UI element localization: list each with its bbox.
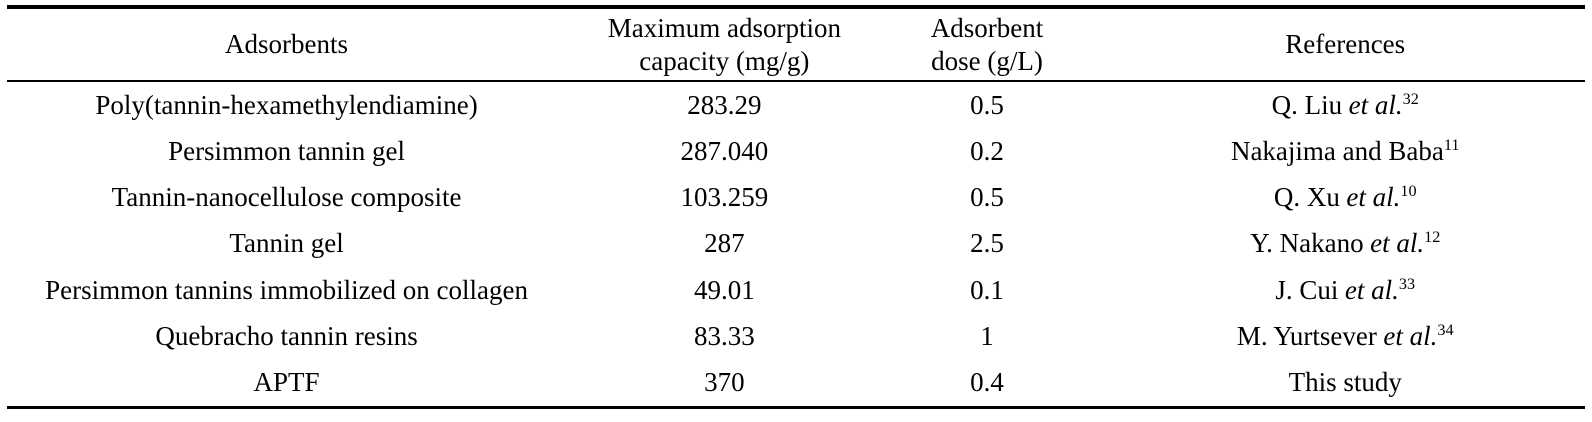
cell-dose: 0.1	[970, 274, 1004, 305]
column-header-references: References	[1098, 28, 1592, 61]
reference-text: Q. Xu	[1273, 182, 1340, 213]
reference-text: This study	[1288, 367, 1402, 398]
cell-dose: 0.4	[970, 367, 1004, 398]
cell-dose: 1	[980, 321, 994, 352]
cell-capacity: 103.259	[680, 182, 769, 213]
column-header-capacity-label: Maximum adsorption capacity (mg/g)	[607, 12, 841, 76]
cell-adsorbent: Tannin gel	[229, 228, 344, 259]
reference-text: Y. Nakano	[1250, 228, 1364, 259]
column-header-adsorbents-label: Adsorbents	[225, 29, 349, 60]
cell-reference: Nakajima and Baba11	[1098, 136, 1592, 167]
reference-superscript: 11	[1443, 135, 1460, 154]
column-header-dose-label: Adsorbent dose (g/L)	[930, 12, 1044, 76]
column-header-dose: Adsorbent dose (g/L)	[876, 12, 1099, 78]
table-top-rule	[7, 5, 1585, 9]
cell-reference: M. Yurtsever et al.34	[1098, 321, 1592, 352]
cell-adsorbent: APTF	[253, 367, 320, 398]
table-header-separator-rule	[7, 80, 1585, 82]
table-row: APTF 370 0.4 This study	[0, 360, 1592, 406]
cell-capacity: 49.01	[693, 274, 755, 305]
reference-superscript: 12	[1424, 228, 1441, 247]
column-header-capacity: Maximum adsorption capacity (mg/g)	[573, 12, 875, 78]
column-header-adsorbents: Adsorbents	[0, 28, 573, 61]
reference-etal: et al.	[1346, 182, 1401, 213]
cell-adsorbent: Poly(tannin-hexamethylendiamine)	[95, 89, 478, 120]
cell-capacity: 83.33	[693, 321, 755, 352]
cell-adsorbent: Quebracho tannin resins	[155, 321, 418, 352]
reference-text: Q. Liu	[1271, 89, 1343, 120]
reference-text: M. Yurtsever	[1236, 321, 1377, 352]
cell-dose: 2.5	[970, 228, 1004, 259]
reference-text: J. Cui	[1275, 274, 1339, 305]
cell-dose: 0.5	[970, 182, 1004, 213]
column-header-references-label: References	[1285, 29, 1406, 60]
reference-etal: et al.	[1344, 274, 1399, 305]
table-bottom-rule	[7, 406, 1585, 409]
cell-reference: Q. Xu et al.10	[1098, 182, 1592, 213]
cell-capacity: 287	[704, 228, 745, 259]
cell-reference: Y. Nakano et al.12	[1098, 228, 1592, 259]
table-row: Quebracho tannin resins 83.33 1 M. Yurts…	[0, 313, 1592, 359]
reference-superscript: 32	[1402, 89, 1419, 108]
cell-dose: 0.2	[970, 135, 1004, 166]
reference-superscript: 10	[1400, 182, 1417, 201]
table-header-row: Adsorbents Maximum adsorption capacity (…	[0, 9, 1592, 80]
cell-capacity: 283.29	[687, 89, 762, 120]
cell-reference: This study	[1098, 367, 1592, 398]
cell-adsorbent: Tannin-nanocellulose composite	[111, 182, 462, 213]
cell-reference: J. Cui et al.33	[1098, 275, 1592, 306]
cell-capacity: 287.040	[680, 135, 769, 166]
cell-adsorbent: Persimmon tannin gel	[168, 135, 406, 166]
reference-superscript: 33	[1398, 274, 1416, 293]
reference-etal: et al.	[1348, 89, 1403, 120]
reference-text: Nakajima and Baba	[1230, 135, 1444, 166]
cell-capacity: 370	[704, 367, 745, 398]
reference-etal: et al.	[1370, 228, 1425, 259]
cell-reference: Q. Liu et al.32	[1098, 90, 1592, 121]
table-row: Tannin-nanocellulose composite 103.259 0…	[0, 175, 1592, 221]
table-body: Poly(tannin-hexamethylendiamine) 283.29 …	[0, 82, 1592, 406]
cell-adsorbent: Persimmon tannins immobilized on collage…	[45, 274, 529, 305]
reference-etal: et al.	[1383, 321, 1438, 352]
table-row: Tannin gel 287 2.5 Y. Nakano et al.12	[0, 221, 1592, 267]
cell-dose: 0.5	[970, 89, 1004, 120]
table-row: Poly(tannin-hexamethylendiamine) 283.29 …	[0, 82, 1592, 128]
reference-superscript: 34	[1437, 321, 1454, 340]
table-row: Persimmon tannins immobilized on collage…	[0, 267, 1592, 313]
table-row: Persimmon tannin gel 287.040 0.2 Nakajim…	[0, 128, 1592, 174]
